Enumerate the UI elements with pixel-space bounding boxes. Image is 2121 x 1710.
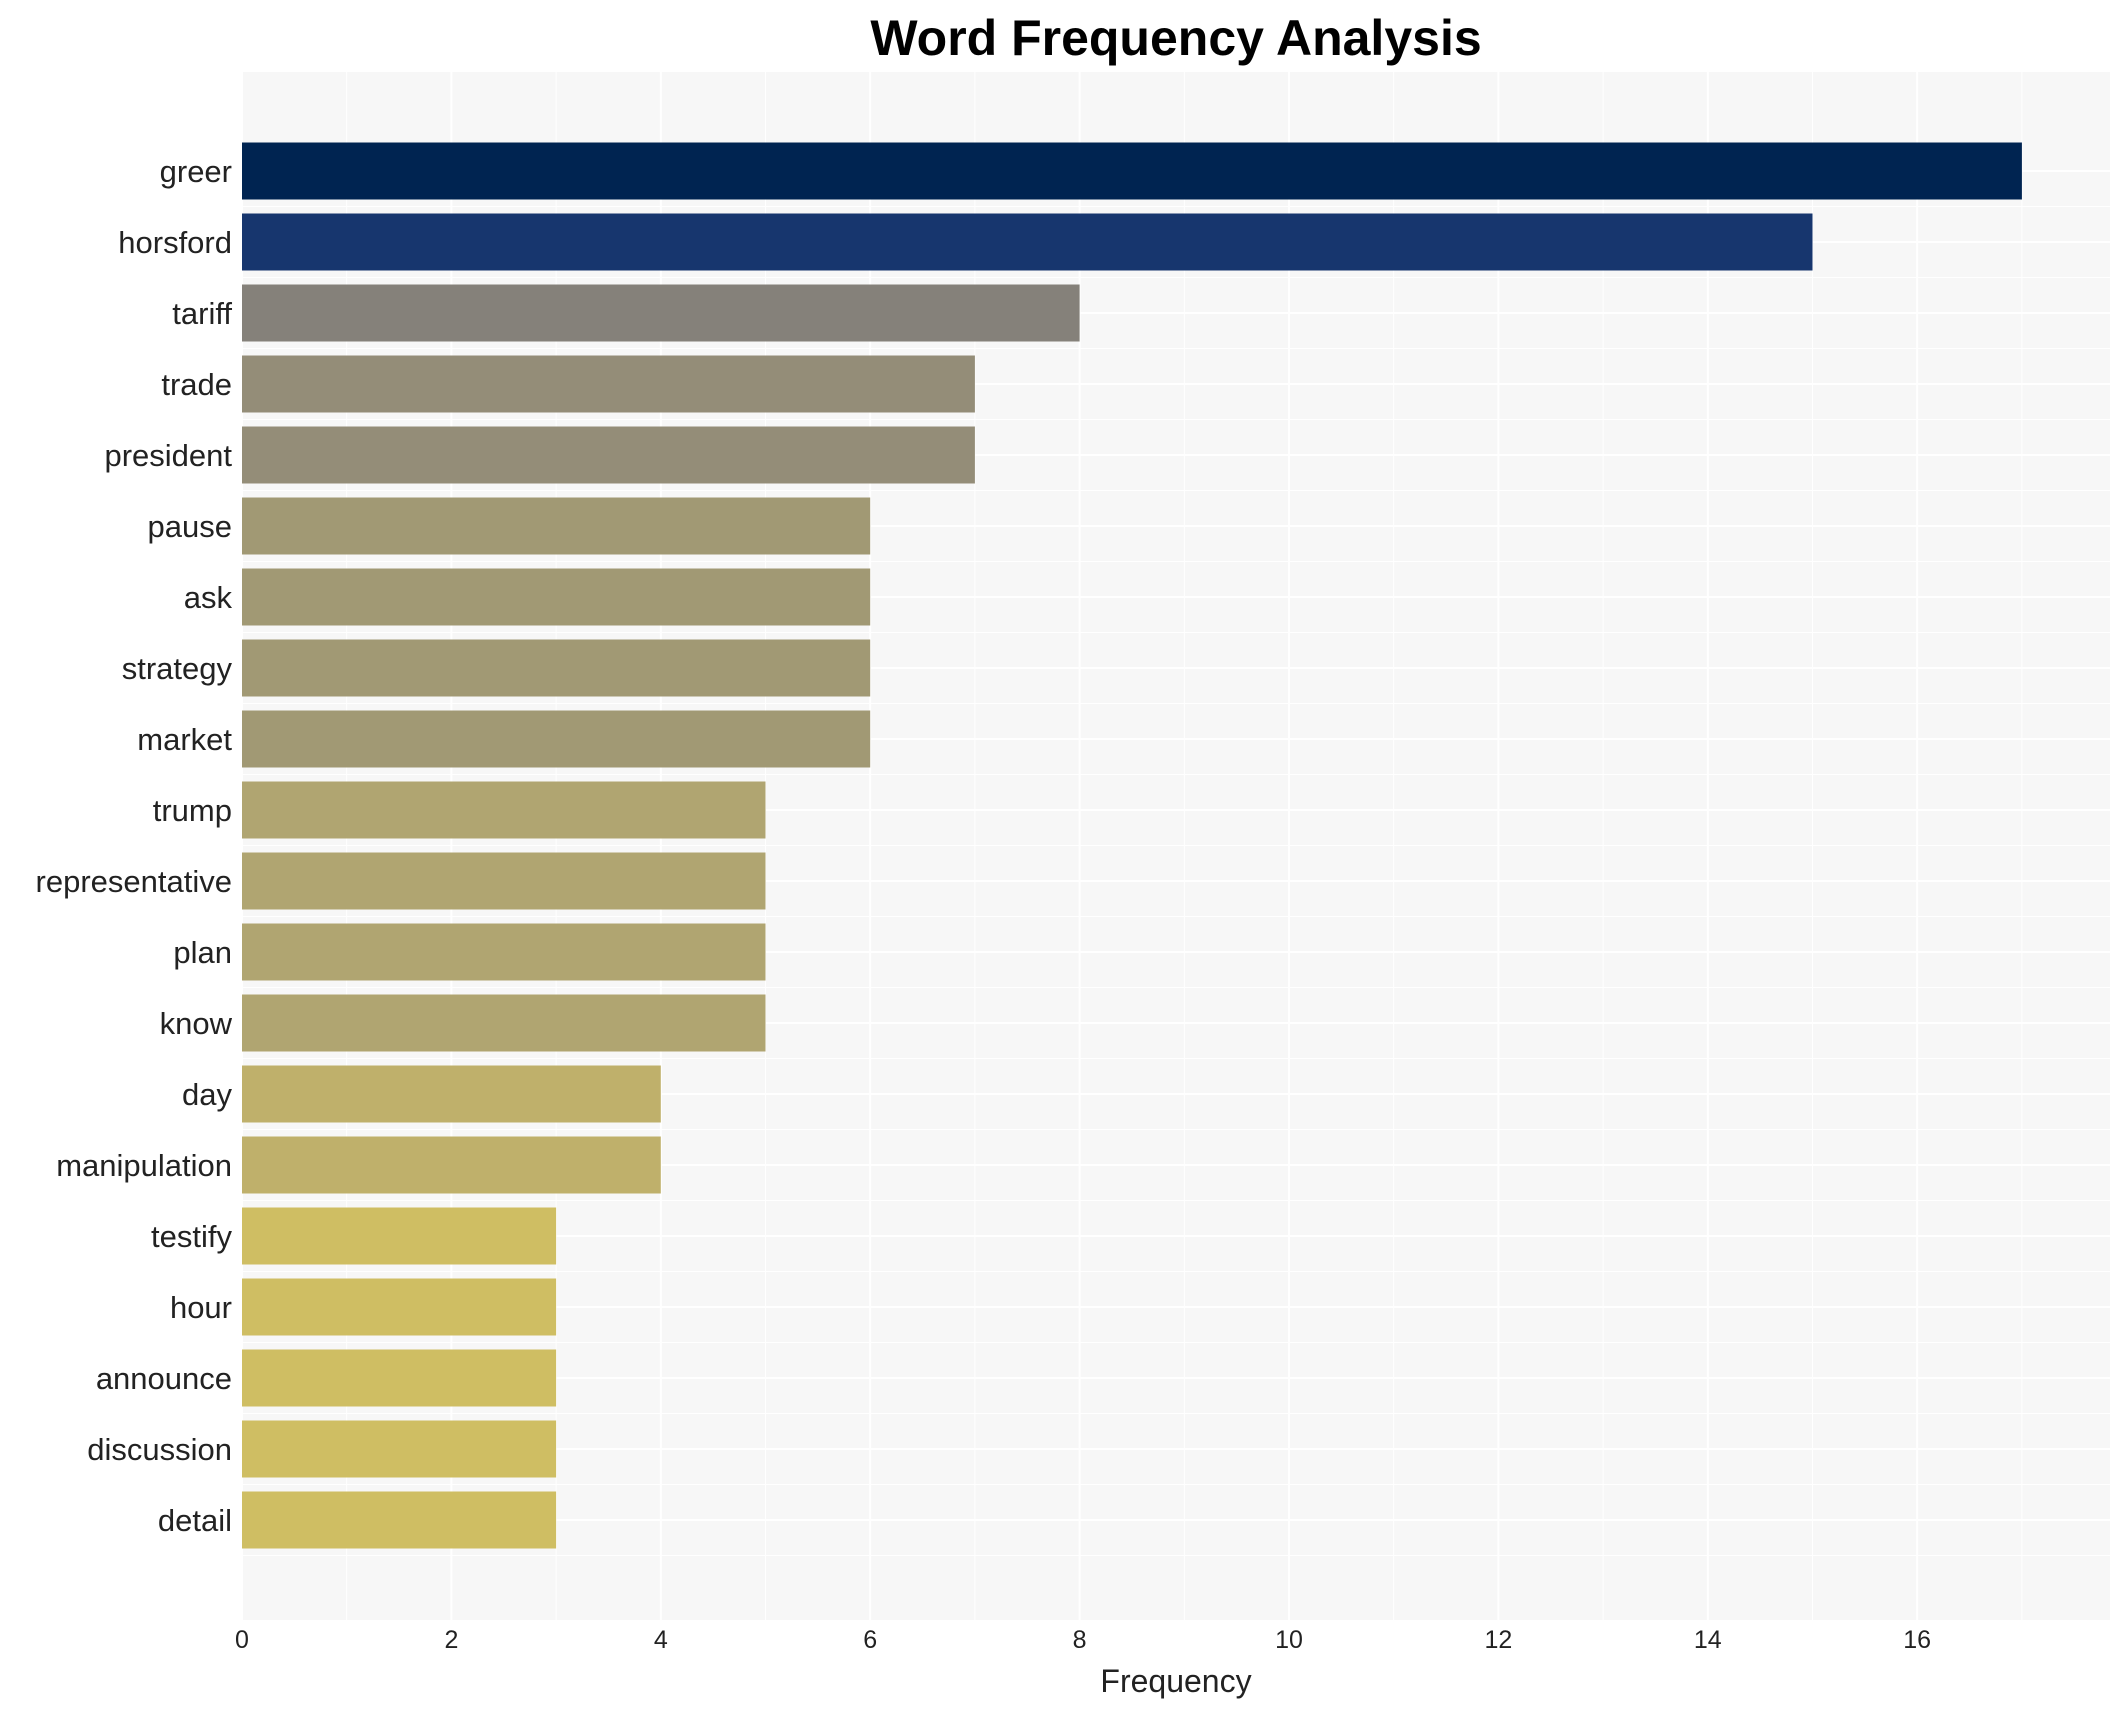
bar-tariff (242, 284, 1080, 342)
category-label-trade: trade (161, 367, 232, 402)
x-tick-label: 4 (654, 1626, 668, 1654)
category-label-trump: trump (153, 793, 232, 828)
bar-president (242, 426, 975, 484)
x-tick-label: 14 (1694, 1626, 1722, 1654)
category-label-manipulation: manipulation (56, 1148, 232, 1183)
x-axis-ticks: 0 2 4 6 8 10 12 14 16 (235, 1626, 1931, 1654)
bar-detail (242, 1491, 557, 1549)
category-label-announce: announce (96, 1361, 232, 1396)
bar-representative (242, 852, 766, 910)
category-label-ask: ask (184, 580, 233, 615)
bar-strategy (242, 639, 871, 697)
bar-testify (242, 1207, 557, 1265)
category-labels: greer horsford tariff trade president pause as… (36, 154, 233, 1538)
bar-market (242, 710, 871, 768)
bar-hour (242, 1278, 557, 1336)
bar-pause (242, 497, 871, 555)
x-tick-label: 12 (1484, 1626, 1512, 1654)
category-label-plan: plan (173, 935, 232, 970)
bar-manipulation (242, 1136, 661, 1194)
category-label-detail: detail (158, 1503, 232, 1538)
category-label-discussion: discussion (87, 1432, 232, 1467)
bars (242, 142, 2022, 1549)
x-tick-label: 16 (1903, 1626, 1931, 1654)
category-label-know: know (160, 1006, 233, 1041)
bar-plan (242, 923, 766, 981)
bar-day (242, 1065, 661, 1123)
category-label-president: president (104, 438, 232, 473)
bar-announce (242, 1349, 557, 1407)
category-label-day: day (182, 1077, 232, 1112)
x-axis-label: Frequency (1100, 1663, 1251, 1699)
bar-discussion (242, 1420, 557, 1478)
bar-greer (242, 142, 2022, 200)
bar-ask (242, 568, 871, 626)
x-tick-label: 6 (863, 1626, 877, 1654)
category-label-market: market (137, 722, 232, 757)
category-label-tariff: tariff (172, 296, 232, 331)
category-label-representative: representative (36, 864, 232, 899)
bar-horsford (242, 213, 1813, 271)
category-label-greer: greer (160, 154, 232, 189)
bar-trade (242, 355, 975, 413)
x-tick-label: 10 (1275, 1626, 1303, 1654)
x-tick-label: 0 (235, 1626, 249, 1654)
bar-trump (242, 781, 766, 839)
category-label-strategy: strategy (122, 651, 233, 686)
x-tick-label: 2 (444, 1626, 458, 1654)
chart-title: Word Frequency Analysis (870, 10, 1481, 66)
category-label-hour: hour (170, 1290, 232, 1325)
category-label-horsford: horsford (118, 225, 232, 260)
bar-know (242, 994, 766, 1052)
category-label-pause: pause (148, 509, 232, 544)
category-label-testify: testify (151, 1219, 232, 1254)
x-tick-label: 8 (1073, 1626, 1087, 1654)
